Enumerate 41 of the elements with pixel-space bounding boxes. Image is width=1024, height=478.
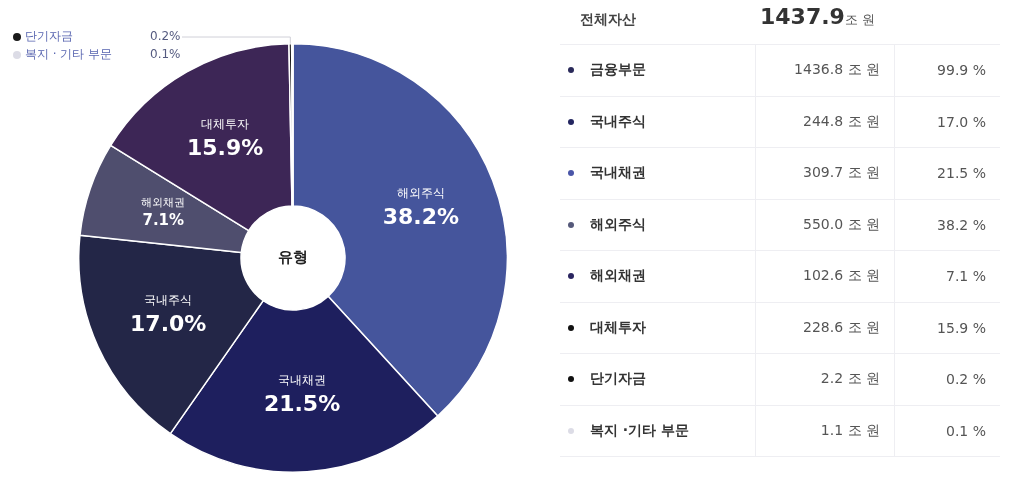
category-label: 단기자금 [589, 369, 647, 389]
data-label: 17.0 % [936, 112, 987, 132]
text: 전체자산 [579, 11, 637, 29]
slice-label: 국내채권 [278, 372, 327, 387]
data-label: 7.1 % [944, 267, 987, 287]
data-label: 0.1 % [944, 421, 987, 441]
data-label: 2.2 조 원 [755, 353, 895, 405]
data-label: 244.8 조 원 [755, 96, 895, 148]
slice-label: 국내주식 [144, 292, 193, 307]
data-label: 0.2% [150, 29, 181, 44]
data-label: 21.5% [263, 390, 341, 416]
legend-label: 단기자금 [25, 29, 73, 44]
category-label: 금융부문 [589, 60, 647, 80]
category-label: 복지 ·기타 부문 [589, 420, 691, 440]
data-label: 1.1 조 원 [755, 405, 895, 457]
data-label: 0.2 % [944, 370, 987, 390]
category-label: 해외주식 [589, 214, 647, 234]
data-label: 38.2% [382, 204, 459, 230]
data-label: 15.9 % [936, 318, 987, 338]
data-label: 102.6 조 원 [755, 250, 895, 302]
slice-label: 해외채권 [141, 196, 186, 210]
slice-label: 대체투자 [201, 117, 250, 132]
category-label: 해외채권 [589, 266, 647, 286]
text: 유형 [278, 247, 308, 266]
data-label: 309.7 조 원 [755, 147, 895, 199]
category-label: 국내주식 [589, 111, 647, 131]
legend-label: 복지 · 기타 부문 [25, 47, 113, 62]
category-label: 국내채권 [589, 163, 647, 183]
data-label: 0.1% [150, 47, 181, 62]
data-label: 550.0 조 원 [755, 199, 895, 251]
slice-label: 해외주식 [396, 186, 445, 201]
data-label: 17.0% [130, 310, 207, 336]
category-label: 대체투자 [589, 317, 647, 337]
data-label: 99.9 % [936, 61, 987, 81]
data-label: 15.9% [186, 134, 264, 160]
data-label: 1436.8 조 원 [755, 44, 895, 96]
data-label: 21.5 % [936, 164, 987, 184]
data-label: 38.2 % [936, 215, 987, 235]
data-label: 228.6 조 원 [755, 302, 895, 354]
text: 1437.9조 원 [760, 4, 876, 29]
data-label: 7.1% [142, 211, 185, 230]
